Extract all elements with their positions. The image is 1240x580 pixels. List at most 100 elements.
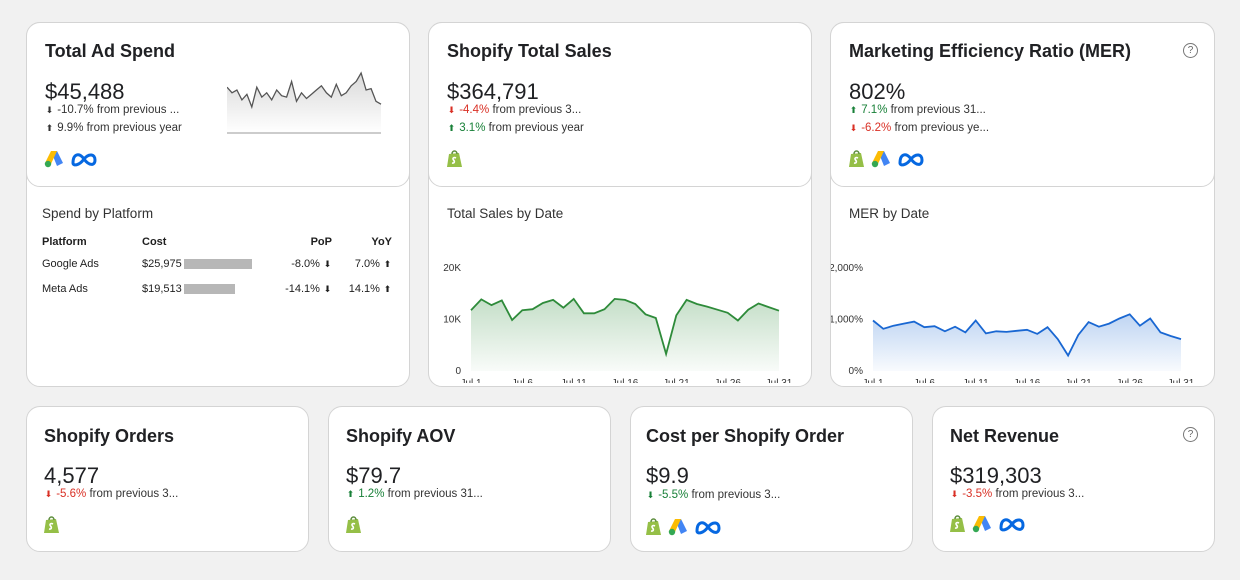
x-tick-label: Jul 11 — [561, 378, 587, 383]
shopify-icon — [447, 150, 462, 167]
card-title: Shopify Orders — [44, 426, 175, 446]
pop-delta: ⬇ -3.5% from previous 3... — [950, 488, 1085, 500]
x-tick-label: Jul 1 — [862, 378, 884, 383]
arrow-up-icon: ⬆ — [383, 258, 392, 269]
yoy-delta-text: 3.1% from previous year — [459, 122, 584, 134]
shopify-total-sales-summary: Shopify Total Sales $364,791 ⬇ -4.4% fro… — [428, 22, 812, 187]
arrow-down-icon: ⬇ — [447, 105, 456, 115]
shopify-icon — [950, 515, 965, 532]
metric-value: $319,303 — [950, 463, 1042, 488]
sparkline-line — [227, 71, 382, 110]
x-tick-label: Jul 26 — [714, 378, 741, 383]
table-row: Meta Ads $19,513 -14.1% ⬇ 14.1% ⬆ — [42, 276, 392, 301]
series-line — [470, 297, 780, 358]
x-tick-label: Jul 21 — [1065, 378, 1092, 383]
yoy-text: 14.1% — [348, 282, 380, 295]
meta-icon — [695, 520, 721, 534]
cost-bar — [183, 283, 235, 294]
pop-delta-text: 7.1% from previous 31... — [861, 104, 986, 116]
series-line — [872, 313, 1182, 358]
header-pop[interactable]: PoP — [310, 236, 332, 248]
cost-text: $25,975 — [142, 257, 182, 270]
cost-cell: $25,975 — [142, 251, 262, 276]
shopify-icon — [346, 516, 361, 533]
pop-delta: ⬇ -4.4% from previous 3... — [447, 104, 582, 116]
source-icons — [949, 514, 1026, 533]
arrow-down-icon: ⬇ — [950, 489, 959, 499]
delta-pct: -4.4% — [459, 104, 490, 116]
y-tick-label: 0% — [849, 366, 864, 377]
x-tick-label: Jul 1 — [460, 378, 482, 383]
card-title: Total Ad Spend — [45, 41, 175, 61]
meta-icon — [898, 152, 924, 166]
spend-by-platform-title: Spend by Platform — [42, 206, 154, 221]
pop-delta: ⬇ -10.7% from previous ... — [45, 104, 180, 116]
table-header-row: Platform Cost PoP YoY — [42, 233, 392, 251]
yoy-delta: ⬆ 3.1% from previous year — [447, 122, 584, 134]
arrow-down-icon: ⬇ — [323, 283, 332, 294]
pop-delta: ⬇ -5.6% from previous 3... — [44, 488, 179, 500]
help-icon[interactable]: ? — [1183, 427, 1198, 442]
arrow-down-icon: ⬇ — [646, 490, 655, 500]
yoy-delta: ⬇ -6.2% from previous ye... — [849, 122, 989, 134]
y-tick-label: 20K — [443, 263, 461, 274]
pop-delta-pct: -5.6% — [56, 488, 87, 500]
source-icons — [43, 515, 60, 534]
series-area — [873, 314, 1181, 371]
header-platform[interactable]: Platform — [42, 236, 87, 248]
spend-sparkline — [227, 71, 382, 134]
metric-value: $79.7 — [346, 463, 402, 488]
shopify-orders-card: Shopify Orders 4,577 ⬇ -5.6% from previo… — [26, 406, 309, 552]
pop-delta-pct: -3.5% — [962, 488, 993, 500]
yoy-text: 7.0% — [354, 257, 380, 270]
shopify-icon — [646, 518, 661, 535]
series-area — [471, 298, 779, 371]
x-tick-label: Jul 6 — [914, 378, 936, 383]
header-yoy[interactable]: YoY — [371, 236, 392, 248]
x-tick-label: Jul 6 — [512, 378, 534, 383]
arrow-down-icon: ⬇ — [849, 123, 858, 133]
shopify-total-sales-card: Shopify Total Sales $364,791 ⬇ -4.4% fro… — [428, 22, 812, 387]
metric-value: 802% — [849, 79, 906, 104]
source-icons — [645, 517, 722, 536]
card-title: Shopify AOV — [346, 426, 456, 446]
arrow-down-icon: ⬇ — [45, 105, 54, 115]
pop-delta: ⬆ 1.2% from previous 31... — [346, 488, 483, 500]
help-icon[interactable]: ? — [1183, 43, 1198, 58]
mer-chart: 0% 1,000% 2,000% Jul 1 Jul 6 Jul 11 Jul 16 Jul … — [831, 263, 1195, 383]
metric-value: $45,488 — [45, 79, 125, 104]
mer-card: Marketing Efficiency Ratio (MER) ? 802% … — [830, 22, 1215, 387]
net-revenue-card: Net Revenue ? $319,303 ⬇ -3.5% from prev… — [932, 406, 1215, 552]
source-icons — [44, 150, 98, 168]
total-sales-chart: 0 10K 20K Jul 1 Jul 6 Jul 11 Jul 16 Jul 21 Jul 2… — [443, 263, 793, 383]
source-icons — [848, 149, 925, 168]
header-cost[interactable]: Cost — [142, 236, 167, 248]
arrow-up-icon: ⬆ — [849, 105, 858, 115]
x-tick-label: Jul 26 — [1116, 378, 1143, 383]
shopify-icon — [849, 150, 864, 167]
pop-delta-text: from previous 3... — [86, 488, 179, 500]
x-tick-label: Jul 31 — [766, 378, 793, 383]
cost-text: $19,513 — [142, 282, 182, 295]
delta-pct: 7.1% — [861, 104, 888, 116]
total-ad-spend-summary: Total Ad Spend $45,488 ⬇ -10.7% from pre… — [26, 22, 410, 187]
total-sales-chart-title: Total Sales by Date — [447, 206, 564, 221]
metric-value: 4,577 — [44, 463, 100, 488]
pop-delta-text: -10.7% from previous ... — [57, 104, 180, 116]
arrow-up-icon: ⬆ — [45, 123, 54, 133]
x-tick-label: Jul 16 — [1014, 378, 1041, 383]
pop-delta-text: -4.4% from previous 3... — [459, 104, 582, 116]
card-title: Shopify Total Sales — [447, 41, 612, 61]
yoy-cell: 14.1% ⬆ — [332, 276, 392, 301]
google-ads-icon — [972, 515, 991, 532]
yoy-delta-text: -6.2% from previous ye... — [861, 122, 990, 134]
metric-value: $364,791 — [447, 79, 539, 104]
source-icons — [446, 149, 463, 168]
delta-pct: -6.2% — [861, 122, 892, 134]
spend-by-platform-table: Platform Cost PoP YoY Google Ads $25,975… — [42, 233, 392, 301]
shopify-icon — [44, 516, 59, 533]
platform-cell: Meta Ads — [42, 282, 88, 295]
card-title: Marketing Efficiency Ratio (MER) — [849, 41, 1132, 61]
arrow-up-icon: ⬆ — [346, 489, 355, 499]
pop-delta-text: from previous 3... — [992, 488, 1085, 500]
